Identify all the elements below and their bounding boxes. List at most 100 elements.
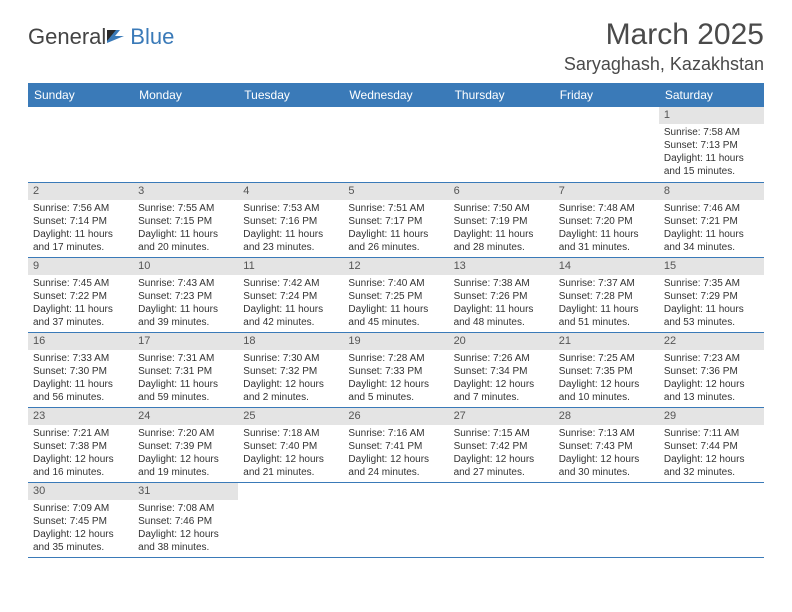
sunrise-text: Sunrise: 7:50 AM <box>454 202 549 215</box>
daylight-text: Daylight: 11 hours and 59 minutes. <box>138 378 233 404</box>
calendar-cell: 31Sunrise: 7:08 AMSunset: 7:46 PMDayligh… <box>133 483 238 558</box>
daylight-text: Daylight: 12 hours and 19 minutes. <box>138 453 233 479</box>
calendar-cell: 4Sunrise: 7:53 AMSunset: 7:16 PMDaylight… <box>238 182 343 257</box>
day-number: 3 <box>133 183 238 200</box>
sunrise-text: Sunrise: 7:15 AM <box>454 427 549 440</box>
calendar-cell: 17Sunrise: 7:31 AMSunset: 7:31 PMDayligh… <box>133 332 238 407</box>
calendar-cell: 7Sunrise: 7:48 AMSunset: 7:20 PMDaylight… <box>554 182 659 257</box>
day-details: Sunrise: 7:31 AMSunset: 7:31 PMDaylight:… <box>133 350 238 407</box>
daylight-text: Daylight: 11 hours and 28 minutes. <box>454 228 549 254</box>
day-number: 27 <box>449 408 554 425</box>
sunset-text: Sunset: 7:17 PM <box>348 215 443 228</box>
calendar-cell: 18Sunrise: 7:30 AMSunset: 7:32 PMDayligh… <box>238 332 343 407</box>
weekday-header: Tuesday <box>238 83 343 107</box>
day-number: 30 <box>28 483 133 500</box>
sunset-text: Sunset: 7:39 PM <box>138 440 233 453</box>
sunrise-text: Sunrise: 7:46 AM <box>664 202 759 215</box>
calendar-cell: 22Sunrise: 7:23 AMSunset: 7:36 PMDayligh… <box>659 332 764 407</box>
sunset-text: Sunset: 7:31 PM <box>138 365 233 378</box>
day-number: 21 <box>554 333 659 350</box>
sunrise-text: Sunrise: 7:26 AM <box>454 352 549 365</box>
daylight-text: Daylight: 11 hours and 34 minutes. <box>664 228 759 254</box>
sunrise-text: Sunrise: 7:28 AM <box>348 352 443 365</box>
sunrise-text: Sunrise: 7:11 AM <box>664 427 759 440</box>
sunrise-text: Sunrise: 7:13 AM <box>559 427 654 440</box>
daylight-text: Daylight: 11 hours and 53 minutes. <box>664 303 759 329</box>
calendar-cell: 12Sunrise: 7:40 AMSunset: 7:25 PMDayligh… <box>343 257 448 332</box>
sunset-text: Sunset: 7:40 PM <box>243 440 338 453</box>
sunset-text: Sunset: 7:15 PM <box>138 215 233 228</box>
calendar-cell: 11Sunrise: 7:42 AMSunset: 7:24 PMDayligh… <box>238 257 343 332</box>
calendar-cell: 20Sunrise: 7:26 AMSunset: 7:34 PMDayligh… <box>449 332 554 407</box>
sunset-text: Sunset: 7:46 PM <box>138 515 233 528</box>
day-number: 12 <box>343 258 448 275</box>
calendar-cell: .. <box>554 107 659 182</box>
day-number: 14 <box>554 258 659 275</box>
day-details: Sunrise: 7:25 AMSunset: 7:35 PMDaylight:… <box>554 350 659 407</box>
day-number: 16 <box>28 333 133 350</box>
weekday-header: Wednesday <box>343 83 448 107</box>
day-number: 7 <box>554 183 659 200</box>
day-number: 15 <box>659 258 764 275</box>
sunrise-text: Sunrise: 7:48 AM <box>559 202 654 215</box>
day-number: 8 <box>659 183 764 200</box>
sunset-text: Sunset: 7:13 PM <box>664 139 759 152</box>
daylight-text: Daylight: 11 hours and 45 minutes. <box>348 303 443 329</box>
daylight-text: Daylight: 12 hours and 7 minutes. <box>454 378 549 404</box>
calendar-cell: 25Sunrise: 7:18 AMSunset: 7:40 PMDayligh… <box>238 408 343 483</box>
day-details: Sunrise: 7:53 AMSunset: 7:16 PMDaylight:… <box>238 200 343 257</box>
sunset-text: Sunset: 7:19 PM <box>454 215 549 228</box>
daylight-text: Daylight: 12 hours and 21 minutes. <box>243 453 338 479</box>
sunrise-text: Sunrise: 7:38 AM <box>454 277 549 290</box>
weekday-header: Saturday <box>659 83 764 107</box>
day-details: Sunrise: 7:23 AMSunset: 7:36 PMDaylight:… <box>659 350 764 407</box>
calendar-cell: 10Sunrise: 7:43 AMSunset: 7:23 PMDayligh… <box>133 257 238 332</box>
day-details: Sunrise: 7:09 AMSunset: 7:45 PMDaylight:… <box>28 500 133 557</box>
day-number: 28 <box>554 408 659 425</box>
calendar-cell: 6Sunrise: 7:50 AMSunset: 7:19 PMDaylight… <box>449 182 554 257</box>
calendar-cell: .. <box>449 483 554 558</box>
sunset-text: Sunset: 7:16 PM <box>243 215 338 228</box>
daylight-text: Daylight: 11 hours and 15 minutes. <box>664 152 759 178</box>
page-title: March 2025 <box>564 18 764 52</box>
weekday-header: Monday <box>133 83 238 107</box>
calendar-cell: 29Sunrise: 7:11 AMSunset: 7:44 PMDayligh… <box>659 408 764 483</box>
sunset-text: Sunset: 7:21 PM <box>664 215 759 228</box>
sunset-text: Sunset: 7:34 PM <box>454 365 549 378</box>
daylight-text: Daylight: 11 hours and 17 minutes. <box>33 228 128 254</box>
day-number: 24 <box>133 408 238 425</box>
day-details: Sunrise: 7:58 AMSunset: 7:13 PMDaylight:… <box>659 124 764 181</box>
brand-part1: General <box>28 24 106 50</box>
sunrise-text: Sunrise: 7:42 AM <box>243 277 338 290</box>
sunrise-text: Sunrise: 7:35 AM <box>664 277 759 290</box>
day-number: 31 <box>133 483 238 500</box>
daylight-text: Daylight: 11 hours and 20 minutes. <box>138 228 233 254</box>
brand-part2: Blue <box>130 24 174 50</box>
day-number: 26 <box>343 408 448 425</box>
day-number: 22 <box>659 333 764 350</box>
calendar-cell: 3Sunrise: 7:55 AMSunset: 7:15 PMDaylight… <box>133 182 238 257</box>
day-number: 13 <box>449 258 554 275</box>
day-details: Sunrise: 7:42 AMSunset: 7:24 PMDaylight:… <box>238 275 343 332</box>
sunrise-text: Sunrise: 7:53 AM <box>243 202 338 215</box>
calendar-cell: 8 Sunrise: 7:46 AMSunset: 7:21 PMDaylight… <box>659 182 764 257</box>
sunrise-text: Sunrise: 7:43 AM <box>138 277 233 290</box>
day-number: 10 <box>133 258 238 275</box>
day-details: Sunrise: 7:48 AMSunset: 7:20 PMDaylight:… <box>554 200 659 257</box>
calendar-row: 16Sunrise: 7:33 AMSunset: 7:30 PMDayligh… <box>28 332 764 407</box>
daylight-text: Daylight: 12 hours and 35 minutes. <box>33 528 128 554</box>
day-details: Sunrise: 7:33 AMSunset: 7:30 PMDaylight:… <box>28 350 133 407</box>
calendar-cell: 23Sunrise: 7:21 AMSunset: 7:38 PMDayligh… <box>28 408 133 483</box>
sunset-text: Sunset: 7:26 PM <box>454 290 549 303</box>
weekday-header: Sunday <box>28 83 133 107</box>
calendar-cell: .. <box>343 483 448 558</box>
daylight-text: Daylight: 11 hours and 31 minutes. <box>559 228 654 254</box>
sunrise-text: Sunrise: 7:31 AM <box>138 352 233 365</box>
sunrise-text: Sunrise: 7:33 AM <box>33 352 128 365</box>
sunset-text: Sunset: 7:45 PM <box>33 515 128 528</box>
sunrise-text: Sunrise: 7:30 AM <box>243 352 338 365</box>
sunset-text: Sunset: 7:36 PM <box>664 365 759 378</box>
sunset-text: Sunset: 7:23 PM <box>138 290 233 303</box>
daylight-text: Daylight: 12 hours and 30 minutes. <box>559 453 654 479</box>
daylight-text: Daylight: 12 hours and 27 minutes. <box>454 453 549 479</box>
